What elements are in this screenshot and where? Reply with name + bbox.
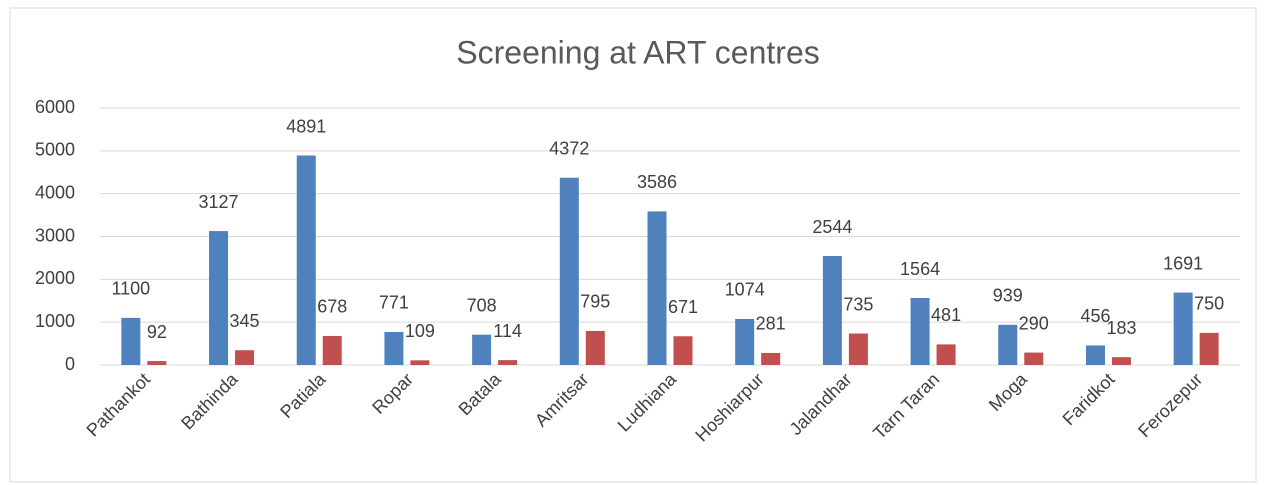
data-label: 3586 — [637, 172, 677, 192]
bar — [121, 317, 141, 365]
y-tick-label: 1000 — [35, 311, 75, 331]
data-label: 114 — [493, 321, 522, 341]
y-tick-label: 3000 — [35, 225, 75, 245]
data-label: 750 — [1194, 294, 1224, 314]
bar — [735, 318, 755, 365]
data-label: 4372 — [549, 138, 589, 158]
data-label: 708 — [467, 295, 497, 315]
bar — [384, 331, 404, 365]
data-label: 1564 — [900, 259, 940, 279]
data-label: 183 — [1106, 318, 1136, 338]
bar — [410, 360, 430, 365]
chart-title: Screening at ART centres — [456, 34, 819, 70]
data-label: 345 — [230, 311, 260, 331]
data-label: 1074 — [725, 280, 765, 300]
data-label: 735 — [843, 294, 873, 314]
data-label: 678 — [317, 297, 347, 317]
bar — [1199, 332, 1219, 365]
y-tick-label: 0 — [65, 354, 75, 374]
data-label: 109 — [405, 321, 435, 341]
bar — [498, 360, 518, 365]
bar — [1111, 357, 1131, 365]
data-label: 795 — [580, 292, 610, 312]
y-tick-label: 6000 — [35, 97, 75, 117]
bar — [472, 334, 492, 365]
bar — [761, 352, 781, 365]
bar — [209, 231, 229, 365]
data-label: 771 — [379, 293, 409, 313]
data-label: 2544 — [812, 217, 852, 237]
bar — [822, 256, 842, 365]
data-label: 3127 — [199, 192, 239, 212]
data-label: 1691 — [1163, 253, 1203, 273]
bar — [322, 335, 342, 365]
bar — [296, 155, 316, 365]
y-tick-label: 2000 — [35, 268, 75, 288]
y-tick-label: 5000 — [35, 140, 75, 160]
bar — [910, 298, 930, 365]
bar — [585, 330, 605, 365]
bar — [147, 361, 167, 365]
bar — [936, 344, 956, 365]
data-label: 939 — [993, 286, 1023, 306]
bar — [998, 324, 1018, 365]
bar — [1173, 292, 1193, 365]
data-label: 671 — [668, 297, 698, 317]
data-label: 1100 — [111, 279, 150, 299]
data-label: 92 — [147, 322, 167, 342]
bar — [848, 333, 868, 365]
data-label: 281 — [756, 314, 786, 334]
bar — [1024, 352, 1044, 365]
data-label: 456 — [1080, 306, 1110, 326]
bar — [673, 336, 693, 365]
bar — [647, 211, 667, 365]
data-label: 481 — [931, 305, 961, 325]
bar — [235, 350, 255, 365]
bar — [559, 177, 579, 365]
data-label: 4891 — [286, 116, 326, 136]
bar — [1085, 345, 1105, 365]
y-tick-label: 4000 — [35, 182, 75, 202]
data-label: 290 — [1019, 313, 1049, 333]
